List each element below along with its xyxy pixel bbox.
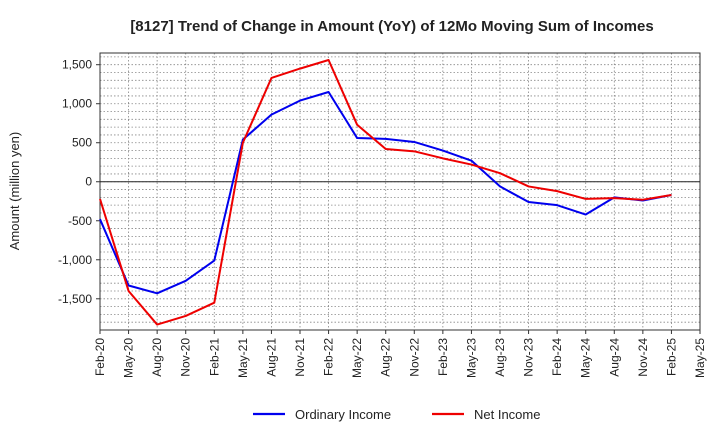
- x-tick-label: May-25: [693, 338, 707, 378]
- series-layer: [99, 59, 672, 326]
- series-line-ordinary-income: [99, 91, 672, 295]
- x-tick-label: May-20: [122, 338, 136, 378]
- x-tick-label: Nov-22: [407, 338, 421, 377]
- plot-area: [99, 52, 701, 331]
- x-tick-label: Feb-25: [664, 338, 678, 376]
- x-tick-label: Feb-21: [207, 338, 221, 376]
- x-tick-label: Aug-22: [379, 338, 393, 377]
- x-tick-label: Aug-24: [607, 338, 621, 377]
- chart-title: [8127] Trend of Change in Amount (YoY) o…: [130, 18, 653, 35]
- y-tick-label: -1,000: [58, 253, 92, 267]
- x-tick-label: Aug-23: [493, 338, 507, 377]
- legend: Ordinary Income Net Income: [253, 407, 540, 422]
- x-tick-label: Nov-24: [636, 338, 650, 377]
- series-line-net-income: [99, 59, 672, 326]
- y-tick-label: -1,500: [58, 292, 92, 306]
- x-tick-label: May-21: [236, 338, 250, 378]
- x-tick-label: Nov-21: [293, 338, 307, 377]
- y-tick-label: -500: [68, 214, 92, 228]
- x-tick-label: May-24: [579, 338, 593, 378]
- legend-net-income-label: Net Income: [474, 407, 540, 422]
- x-axis-ticks: Feb-20 May-20 Aug-20 Nov-20 Feb-21 May-21 Aug-…: [93, 330, 707, 378]
- x-tick-label: Feb-24: [550, 338, 564, 376]
- x-tick-label: Nov-20: [179, 338, 193, 377]
- x-tick-label: Nov-23: [522, 338, 536, 377]
- y-tick-label: 1,500: [62, 58, 92, 72]
- x-tick-label: Feb-23: [436, 338, 450, 376]
- grid-layer: [100, 53, 700, 330]
- y-axis-ticks: 1,500 1,000 500 0 -500 -1,000 -1,500: [58, 58, 100, 306]
- x-tick-label: May-22: [350, 338, 364, 378]
- y-axis-label: Amount (million yen): [7, 132, 22, 251]
- y-tick-label: 1,000: [62, 97, 92, 111]
- x-tick-label: Feb-20: [93, 338, 107, 376]
- x-tick-label: Aug-20: [150, 338, 164, 377]
- legend-ordinary-income-label: Ordinary Income: [295, 407, 391, 422]
- x-tick-label: Feb-22: [322, 338, 336, 376]
- x-tick-label: Aug-21: [264, 338, 278, 377]
- y-tick-label: 0: [85, 175, 92, 189]
- y-tick-label: 500: [72, 136, 92, 150]
- x-tick-label: May-23: [464, 338, 478, 378]
